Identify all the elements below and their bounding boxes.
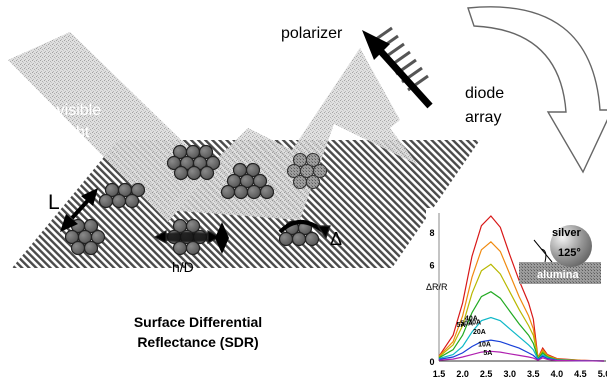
particle-cluster-top-middle <box>220 162 275 200</box>
polarizer-arrow-icon <box>362 30 433 109</box>
delta-label: Δ <box>330 229 342 249</box>
x-tick-label: 2.5 <box>480 369 493 379</box>
height-diamond-icon <box>215 222 229 254</box>
angle-label: 125° <box>558 247 581 259</box>
series-label: 5A <box>483 350 492 357</box>
series-label: 20A <box>473 329 486 336</box>
title-line-1: Surface Differential <box>134 314 262 330</box>
x-tick-label: 3.0 <box>503 369 516 379</box>
inset-chart: ΔR/R 1.52.02.53.03.54.04.55.0068 5A50A40… <box>426 208 607 383</box>
y-tick-label: 0 <box>429 357 434 367</box>
series-line <box>438 291 605 362</box>
series-line <box>438 339 605 362</box>
silver-droplet <box>550 225 592 267</box>
diode-array-label-1: diode <box>465 85 504 102</box>
series-label: 10A <box>478 341 491 348</box>
inset-tick-labels: 1.5 2.0 2.5 3.0 3.5 4.0 4.5 5.0 0 6 8 <box>429 228 607 379</box>
length-arrow-icon <box>60 188 98 232</box>
contact-angle-icon <box>533 239 553 263</box>
particle-cluster-bottom-middle <box>153 218 221 256</box>
particle-cluster-bottom-left <box>64 218 106 256</box>
series-label: 30A <box>468 320 481 327</box>
y-tick-label: 6 <box>429 260 434 270</box>
title-line-2: Reflectance (SDR) <box>137 334 258 350</box>
height-diameter-label: h/D <box>172 259 194 275</box>
x-tick-label: 3.5 <box>527 369 540 379</box>
alumina-label: alumina <box>537 269 579 281</box>
x-tick-label: 4.5 <box>574 369 587 379</box>
series-label: 40A <box>465 316 478 323</box>
series-label: 50A <box>460 320 473 327</box>
series-label: 5A <box>456 322 465 329</box>
silver-on-alumina: silver 125° alumina <box>519 225 601 284</box>
series-line <box>438 263 605 362</box>
incident-light-beam <box>8 32 212 222</box>
silver-label: silver <box>552 227 581 239</box>
x-tick-label: 5.0 <box>598 369 607 379</box>
polarizer-label: polarizer <box>281 25 343 42</box>
particle-cluster-mid-left <box>98 182 146 209</box>
uv-light-label-2: light <box>60 124 90 141</box>
curved-arrow-icon <box>467 6 607 174</box>
series-line <box>438 350 605 362</box>
series-line <box>438 240 605 362</box>
x-tick-label: 4.0 <box>551 369 564 379</box>
particle-cluster-top-right <box>286 152 328 190</box>
x-tick-label: 2.0 <box>456 369 469 379</box>
y-tick-label: 8 <box>429 228 434 238</box>
diode-array-label-2: array <box>465 109 501 126</box>
particle-cluster-top-left <box>166 144 221 181</box>
alumina-substrate <box>519 262 601 284</box>
uv-light-label-1: UV-visible <box>30 102 101 119</box>
x-tick-label: 1.5 <box>433 369 446 379</box>
inset-ylabel: ΔR/R <box>426 282 448 292</box>
particle-cluster-bottom-right <box>278 220 331 247</box>
length-label: L <box>48 191 60 214</box>
diode-array-icon <box>371 26 429 92</box>
